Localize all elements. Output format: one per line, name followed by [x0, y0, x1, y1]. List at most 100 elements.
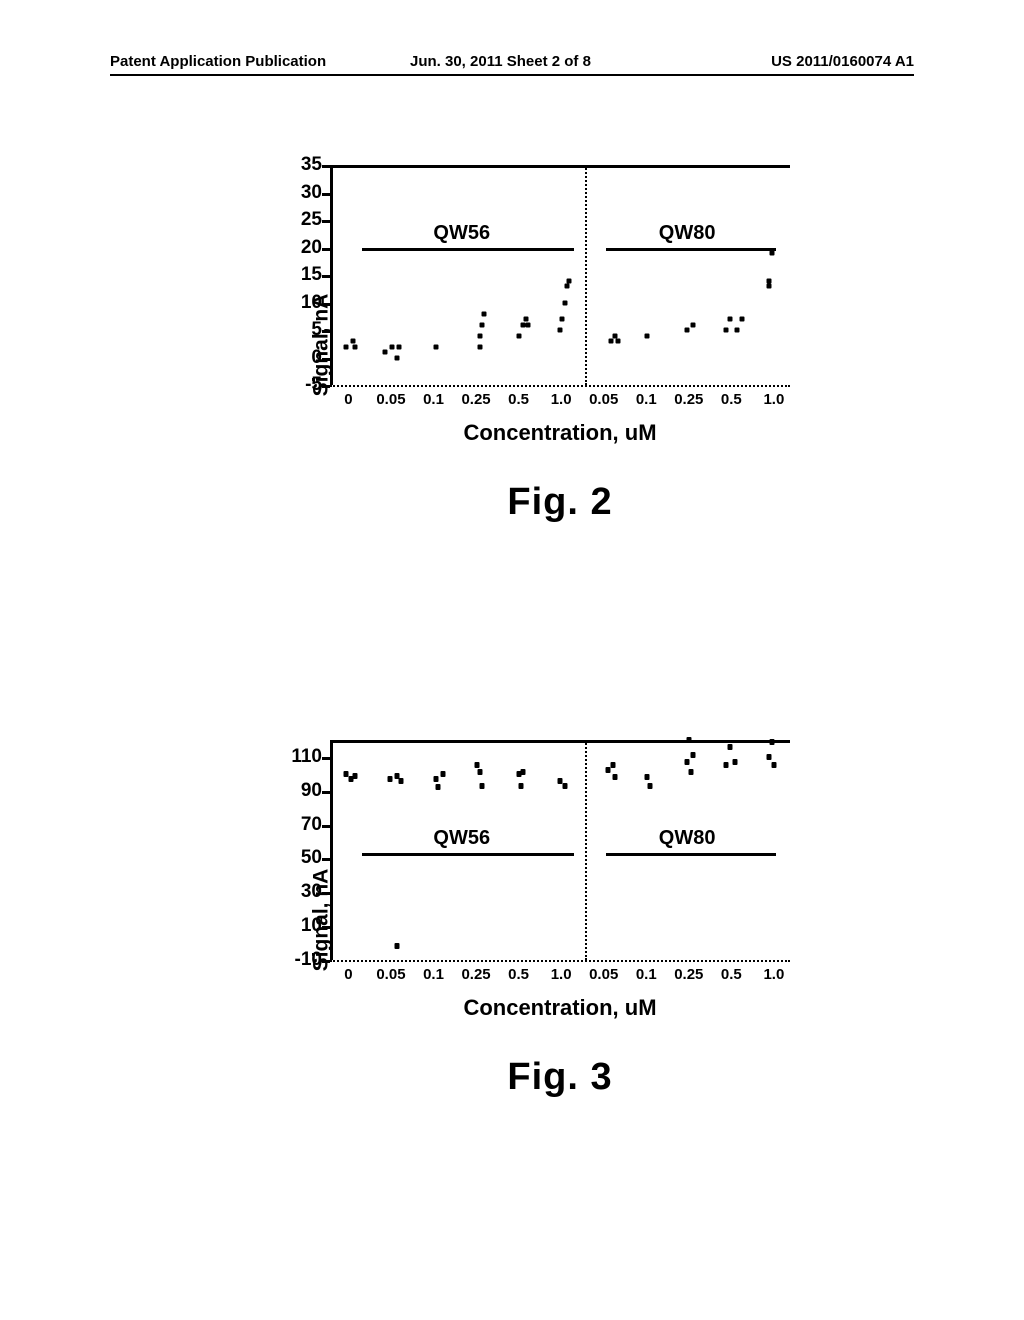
data-point: [728, 744, 733, 750]
series-underline-b: [606, 248, 776, 251]
fig2-left-border: [330, 165, 333, 385]
data-point: [516, 333, 521, 338]
xtick-label: 0.25: [461, 960, 490, 983]
fig2-plot: QW56QW80-50510152025303500.050.10.250.51…: [330, 165, 790, 385]
data-point: [397, 344, 402, 349]
data-point: [610, 762, 615, 768]
data-point: [645, 333, 650, 338]
xtick-label: 1.0: [763, 960, 784, 983]
fig3-left-border: [330, 740, 333, 960]
data-point: [615, 339, 620, 344]
fig3-plot: QW56QW80-10103050709011000.050.10.250.51…: [330, 740, 790, 960]
ytick-mark: [322, 825, 330, 828]
data-point: [691, 322, 696, 327]
data-point: [351, 339, 356, 344]
data-point: [433, 776, 438, 782]
xtick-label: 0.1: [423, 385, 444, 408]
data-point: [689, 769, 694, 775]
header-left: Patent Application Publication: [110, 53, 326, 70]
data-point: [477, 333, 482, 338]
ytick-mark: [322, 858, 330, 861]
xtick-label: 0.1: [636, 960, 657, 983]
data-point: [433, 344, 438, 349]
data-point: [732, 759, 737, 765]
xtick-label: 0.25: [461, 385, 490, 408]
data-point: [567, 278, 572, 283]
data-point: [477, 344, 482, 349]
data-point: [608, 339, 613, 344]
xtick-label: 1.0: [551, 960, 572, 983]
data-point: [684, 759, 689, 765]
data-point: [739, 317, 744, 322]
series-label-a: QW56: [433, 222, 490, 245]
data-point: [686, 737, 691, 743]
ytick-mark: [322, 960, 330, 963]
data-point: [771, 762, 776, 768]
data-point: [723, 328, 728, 333]
xtick-label: 0.05: [589, 385, 618, 408]
data-point: [475, 762, 480, 768]
ytick-mark: [322, 757, 330, 760]
fig3-top-border: [330, 740, 790, 743]
data-point: [769, 739, 774, 745]
data-point: [564, 284, 569, 289]
ytick-mark: [322, 165, 330, 168]
xtick-label: 0.5: [508, 960, 529, 983]
data-point: [387, 776, 392, 782]
xtick-label: 0.05: [589, 960, 618, 983]
data-point: [436, 784, 441, 790]
ytick-mark: [322, 220, 330, 223]
ytick-mark: [322, 248, 330, 251]
data-point: [479, 322, 484, 327]
header-right: US 2011/0160074 A1: [771, 53, 914, 70]
data-point: [767, 278, 772, 283]
series-label-b: QW80: [659, 827, 716, 850]
xtick-label: 0.25: [674, 385, 703, 408]
header-mid: Jun. 30, 2011 Sheet 2 of 8: [410, 53, 591, 70]
data-point: [390, 344, 395, 349]
ytick-mark: [322, 926, 330, 929]
figure-2: Signal, nA QW56QW80-50510152025303500.05…: [270, 165, 830, 524]
xtick-label: 1.0: [551, 385, 572, 408]
xtick-label: 1.0: [763, 385, 784, 408]
xtick-label: 0: [344, 385, 352, 408]
series-underline-b: [606, 853, 776, 856]
panel-divider: [585, 740, 587, 960]
data-point: [613, 774, 618, 780]
xtick-label: 0.1: [423, 960, 444, 983]
data-point: [723, 762, 728, 768]
data-point: [562, 783, 567, 789]
fig2-top-border: [330, 165, 790, 168]
xtick-label: 0.5: [721, 385, 742, 408]
xtick-label: 0.1: [636, 385, 657, 408]
series-underline-a: [362, 853, 574, 856]
data-point: [562, 300, 567, 305]
xtick-label: 0.5: [721, 960, 742, 983]
data-point: [399, 778, 404, 784]
fig3-caption: Fig. 3: [330, 1056, 790, 1099]
data-point: [769, 251, 774, 256]
figure-3: Signal, nA QW56QW80-10103050709011000.05…: [270, 740, 830, 1099]
fig2-caption: Fig. 2: [330, 481, 790, 524]
data-point: [558, 328, 563, 333]
data-point: [560, 317, 565, 322]
series-label-a: QW56: [433, 827, 490, 850]
data-point: [735, 328, 740, 333]
data-point: [482, 311, 487, 316]
ytick-mark: [322, 892, 330, 895]
data-point: [728, 317, 733, 322]
data-point: [477, 769, 482, 775]
data-point: [691, 752, 696, 758]
data-point: [645, 774, 650, 780]
xtick-label: 0.05: [376, 385, 405, 408]
fig3-xlabel: Concentration, uM: [330, 995, 790, 1021]
data-point: [383, 350, 388, 355]
page-header: Patent Application Publication Jun. 30, …: [110, 70, 914, 76]
ytick-mark: [322, 791, 330, 794]
data-point: [353, 344, 358, 349]
data-point: [767, 754, 772, 760]
data-point: [684, 328, 689, 333]
ytick-mark: [322, 385, 330, 388]
xtick-label: 0.05: [376, 960, 405, 983]
data-point: [525, 322, 530, 327]
